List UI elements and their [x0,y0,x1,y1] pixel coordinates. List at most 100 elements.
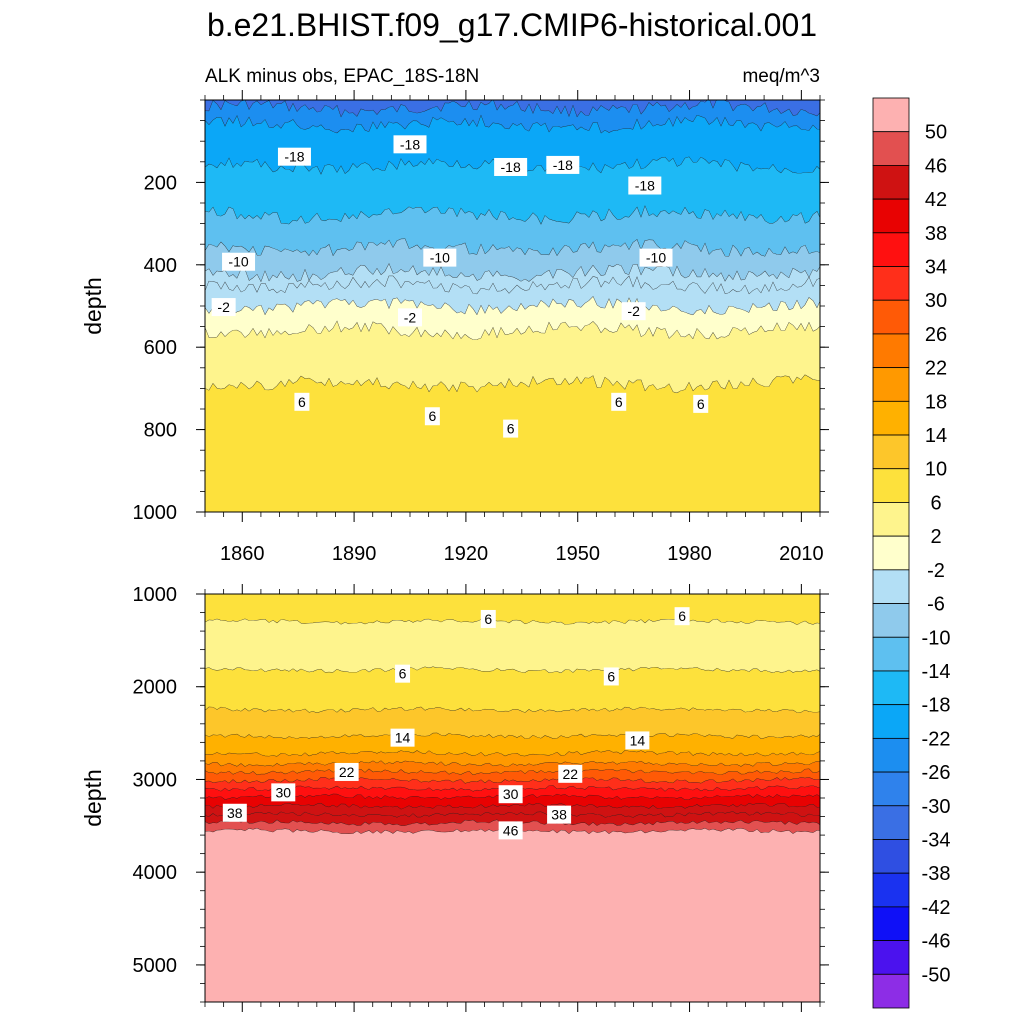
contour-label: -2 [211,298,236,317]
y-tick-label: 3000 [133,769,178,791]
upper-panel: -18 -18 -18 -18 -18 -10 -10 -10 -2 -2 -2 6 6 6 6 6 200 4… [80,90,829,524]
colorbar-swatch [872,535,910,571]
contour-label-bg [294,392,310,411]
contour-label-text: 6 [615,394,623,410]
contour-label-text: 38 [227,805,243,821]
contour-band [205,769,820,784]
colorbar-swatch [872,737,910,773]
contour-band [205,666,820,713]
y-tick-label: 4000 [133,862,178,884]
contour-label-bg [547,805,572,824]
contour-label-bg [639,248,673,267]
colorbar-swatch [872,569,910,604]
colorbar-swatch [872,704,910,739]
y-tick-label: 2000 [133,677,178,699]
contour-label-text: -10 [228,254,248,270]
contour-label-bg [222,803,247,822]
contour-label-bg [424,407,440,426]
colorbar-label: 38 [925,223,947,245]
contour-label-bg [498,821,523,840]
colorbar-swatch [872,333,910,369]
contour-label-text: -2 [217,299,230,315]
x-tick-label: 2010 [779,543,824,565]
contour-label-bg [393,135,427,154]
colorbar-label: -34 [922,829,951,851]
colorbar-label: -42 [922,897,951,919]
subtitle-left: ALK minus obs, EPAC_18S-18N [205,66,479,87]
upper-contour-fill [205,100,820,512]
contour-label: 22 [334,762,359,781]
contour-label-bg [628,176,662,195]
contour-label-text: -18 [400,136,420,152]
contour-label-bg [611,392,627,411]
contour-label: 6 [294,392,310,411]
y-tick-label: 1000 [133,502,178,524]
colorbar-label: -38 [922,863,951,885]
contour-label-text: 6 [484,611,492,627]
contour-label-bg [423,248,457,267]
colorbar: 50 46 42 38 34 30 26 22 18 14 10 6 2 -2 -6 -10 -14 -18 -22… [872,97,951,1009]
contour-band [205,594,820,625]
contour-label: 30 [498,785,523,804]
contour-label-text: -18 [553,157,573,173]
contour-label-text: 6 [678,608,686,624]
contour-label-bg [558,764,583,783]
colorbar-label: 42 [925,189,947,211]
colorbar-label: 30 [925,290,947,312]
chart-title: b.e21.BHIST.f09_g17.CMIP6-historical.001 [207,7,817,43]
colorbar-swatch [872,872,910,908]
contour-label: 14 [625,731,650,750]
colorbar-swatch [872,97,910,133]
contour-label-bg [334,762,359,781]
contour-label-bg [498,785,523,804]
contour-label: -18 [628,176,662,195]
contour-band [205,733,820,757]
contour-label: 22 [558,764,583,783]
contour-label: -2 [398,308,422,327]
contour-label: 6 [395,664,411,683]
contour-label-text: 6 [298,394,306,410]
upper-axes: 200 400 600 800 1000 [133,90,829,524]
contour-label-text: -10 [430,250,450,266]
colorbar-swatch [872,906,910,941]
contour-label-bg [625,731,650,750]
colorbar-label: 18 [925,391,947,413]
contour-label-text: -2 [404,309,417,325]
contour-band [205,777,820,792]
contour-label: -18 [393,135,427,154]
contour-label: -18 [494,157,528,176]
contour-label-bg [603,667,619,686]
contour-label-bg [494,157,528,176]
lower-contour-labels: 6 6 6 6 14 14 22 22 30 30 38 38 46 [222,607,690,840]
contour-band [205,811,820,826]
contour-label-text: 38 [551,807,567,823]
contour-label: 30 [271,783,296,802]
colorbar-label: 26 [925,324,947,346]
lower-axes: 1000 2000 3000 4000 5000 [133,584,829,1012]
contour-band [205,115,820,175]
contour-label-text: 6 [399,666,407,682]
colorbar-label: -6 [927,594,945,616]
contour-label: 14 [390,728,415,747]
x-tick-label: 1920 [444,543,489,565]
contour-label-text: 6 [607,668,615,684]
x-tick-label: 1980 [667,543,712,565]
contour-label-text: 30 [503,786,519,802]
y-tick-label: 5000 [133,955,178,977]
colorbar-swatch [872,434,910,470]
contour-label-bg [390,728,415,747]
upper-contour-labels: -18 -18 -18 -18 -18 -10 -10 -10 -2 -2 -2 6 6 6 6 6 [211,135,709,438]
contour-label-text: 22 [562,766,578,782]
colorbar-swatch [872,400,910,436]
colorbar-swatch [872,502,910,537]
contour-label-text: 14 [395,730,411,746]
contour-band [205,206,820,257]
colorbar-label: -22 [922,728,951,750]
y-tick-label: 1000 [133,584,178,606]
contour-band [205,618,820,674]
colorbar-swatch [872,198,910,234]
colorbar-label: -46 [922,931,951,953]
y-tick-label: 200 [144,172,177,194]
contour-label: 6 [611,392,627,411]
contour-label: -18 [277,147,311,166]
